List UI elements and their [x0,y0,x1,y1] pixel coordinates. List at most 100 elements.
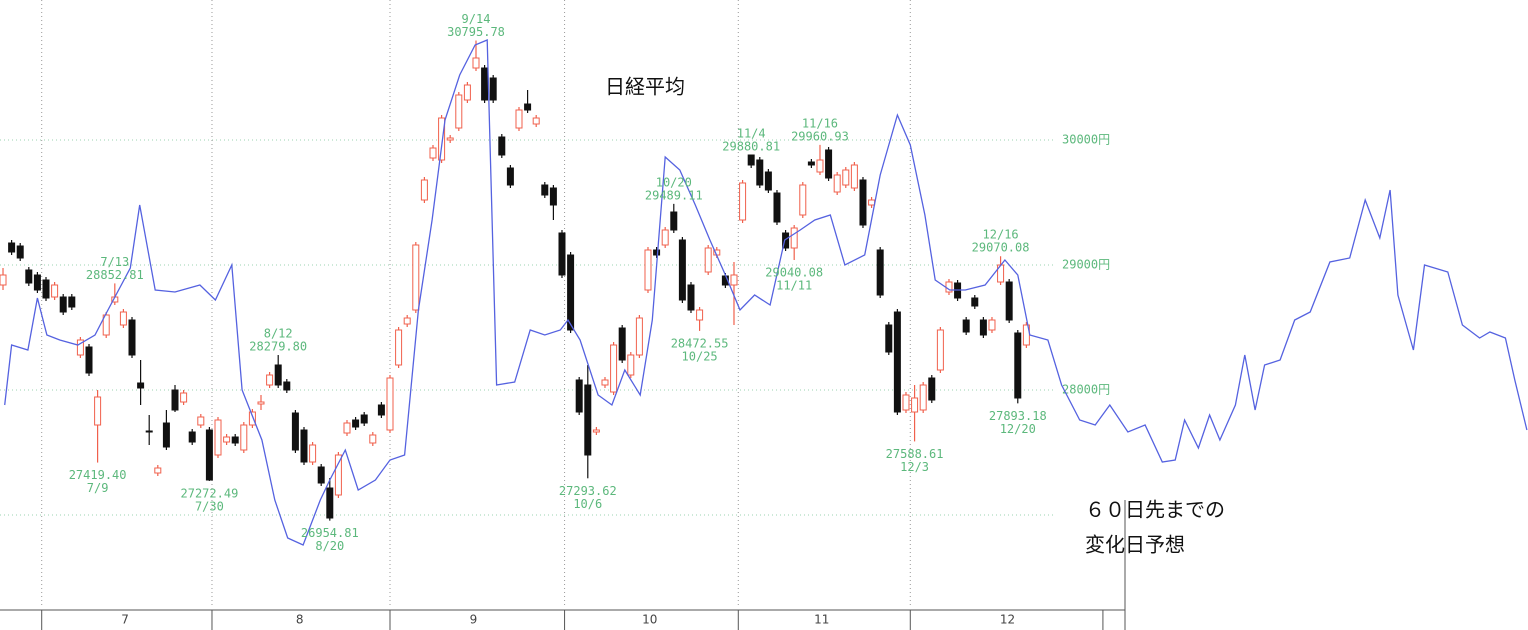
candle-body [94,396,102,426]
candle-body [498,136,506,156]
candle-body [68,296,76,308]
candle-body [506,167,514,186]
annotation-value: 30795.78 [447,25,505,39]
annotation-date: 7/30 [195,499,224,513]
candle-body [756,159,764,186]
candle-body [799,184,807,216]
annotation-date: 12/16 [983,228,1019,242]
candle-body [558,232,566,276]
candle-body [76,339,84,356]
candle-body [180,392,188,403]
candle-body [16,245,24,259]
candle-body [274,364,282,386]
annotation-date: 7/9 [87,481,109,495]
candle-body [816,159,824,173]
candle-body [85,346,93,374]
annotation-date: 10/20 [656,175,692,189]
candle-body [128,319,136,356]
candle-body [119,311,127,326]
candle-body [420,179,428,201]
candle-body [730,274,738,286]
annotation-value: 27419.40 [69,468,127,482]
note-line: ６０日先までの [1085,498,1225,522]
candle-body [377,404,385,416]
candle-body [395,329,403,366]
candle-body [334,454,342,496]
candle-body [979,319,987,336]
annotation-date: 11/4 [737,126,766,140]
candle-body [403,317,411,325]
candle-body [670,211,678,231]
candle-body [25,269,33,284]
candle-body [807,161,815,166]
candle-body [833,174,841,193]
annotation-value: 29880.81 [722,139,780,153]
candle-body [885,324,893,353]
candle-body [266,374,274,386]
candle-body [8,242,16,253]
candle-body [962,319,970,333]
candle-body [102,314,110,336]
candle-body [515,109,523,129]
candle-body [446,137,454,141]
candle-body [850,164,858,189]
candle-body [412,244,420,311]
x-tick-label: 12 [1000,613,1015,627]
candle-body [876,249,884,296]
candle-body [283,381,291,391]
candle-body [704,247,712,273]
candle-body [438,117,446,161]
x-tick-label: 10 [642,613,657,627]
annotation-date: 9/14 [462,12,491,26]
candle-body [137,382,145,389]
candle-body [902,394,910,411]
y-tick-label: 30000円 [1062,133,1110,147]
candle-body [291,412,299,451]
candle-body [842,169,850,186]
annotation-value: 28472.55 [671,336,729,350]
candle-body [1014,332,1022,399]
candle-body [360,414,368,424]
candle-body [653,249,661,256]
candle-body [455,94,463,129]
candle-body [782,232,790,249]
annotation-value: 27893.18 [989,409,1047,423]
candle-body [352,419,360,428]
candle-body [627,354,635,376]
candle-body [463,84,471,101]
candle-body [790,227,798,249]
candle-body [635,317,643,356]
candle-body [300,429,308,463]
candle-body [584,384,592,456]
candle-body [575,379,583,413]
candle-body [1005,281,1013,321]
candle-body [386,377,394,431]
candle-body [326,487,334,519]
candle-body [988,319,996,331]
chart-title: 日経平均 [605,75,685,99]
forecast-line [4,39,1528,546]
annotation-value: 28279.80 [249,340,307,354]
candle-body [489,77,497,101]
candle-body [481,67,489,101]
annotation-date: 7/13 [100,255,129,269]
candle-body [859,179,867,226]
annotation-value: 27293.62 [559,484,617,498]
y-tick-label: 28000円 [1062,383,1110,397]
candle-body [524,103,532,111]
annotation-date: 12/3 [900,460,929,474]
candle-body [747,154,755,166]
candle-body [59,296,67,313]
annotation-value: 27588.61 [886,447,944,461]
candle-body [773,192,781,223]
candle-body [472,57,480,69]
annotation-date: 8/12 [264,327,293,341]
candle-body [343,422,351,434]
annotation-value: 29960.93 [791,129,849,143]
candle-body [541,184,549,196]
candle-body [171,389,179,411]
candle-body [661,229,669,246]
candle-body [205,429,213,481]
